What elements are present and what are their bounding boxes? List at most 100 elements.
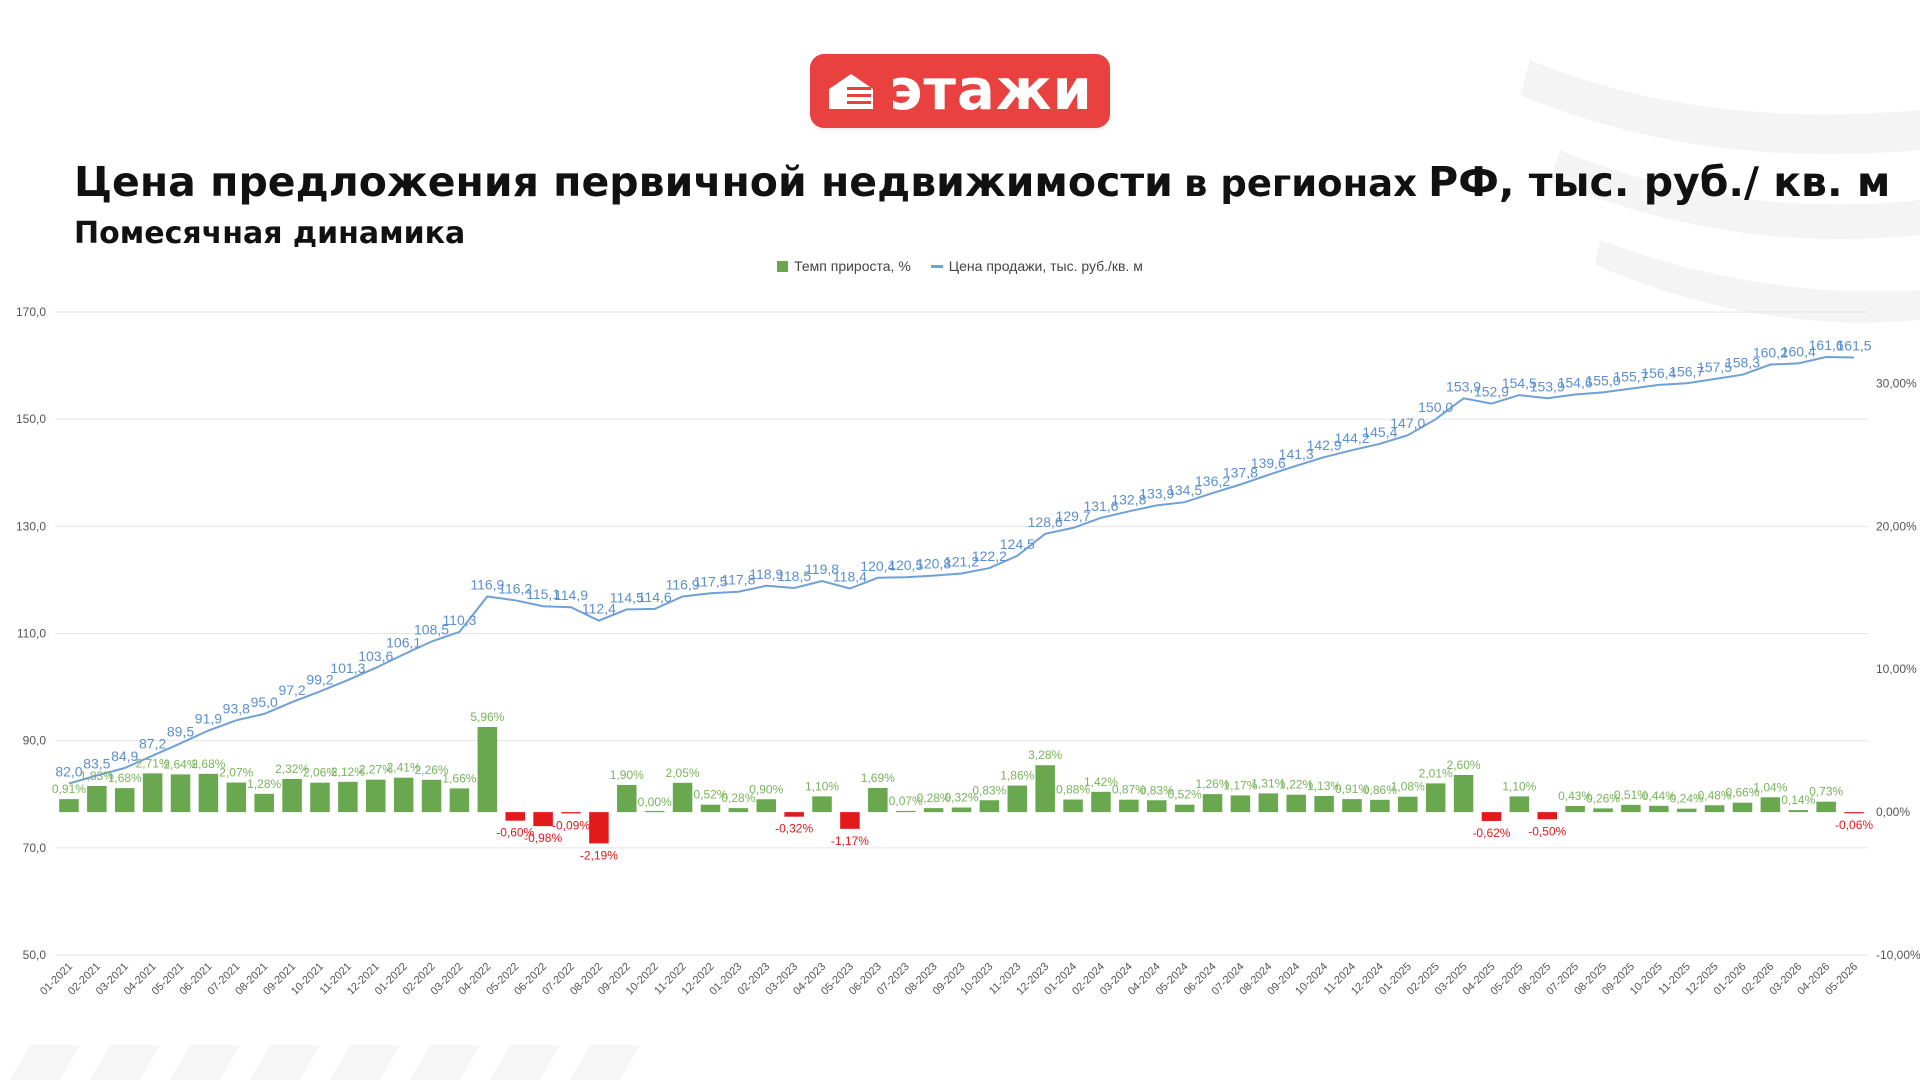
growth-data-label: 2,60% (1447, 758, 1481, 772)
growth-bar (1174, 804, 1195, 813)
left-axis-tick: 110,0 (17, 627, 46, 641)
growth-bar (226, 782, 247, 813)
growth-data-label: 1,83% (80, 769, 114, 783)
growth-bar (1258, 793, 1279, 813)
growth-bar (1119, 799, 1139, 813)
growth-data-label: 3,28% (1028, 748, 1062, 762)
growth-data-label: 1,17% (1223, 778, 1257, 792)
left-axis-tick: 50,0 (23, 948, 47, 962)
price-data-label: 117,8 (721, 572, 755, 588)
legend-swatch-growth (777, 260, 789, 272)
growth-bar (1509, 796, 1530, 813)
price-data-label: 83,5 (83, 755, 110, 771)
price-data-label: 116,2 (498, 580, 532, 596)
price-data-label: 101,3 (330, 660, 365, 676)
growth-data-label: 0,43% (1558, 789, 1592, 803)
growth-data-label: 2,41% (387, 761, 421, 775)
growth-bar (868, 787, 888, 813)
price-data-label: 110,3 (442, 612, 476, 628)
price-data-label: 142,9 (1307, 437, 1342, 453)
growth-bar (895, 810, 916, 813)
price-data-label: 160,4 (1781, 343, 1816, 359)
growth-data-label: 0,83% (972, 783, 1006, 797)
price-data-label: 121,2 (944, 553, 979, 569)
growth-data-label: 1,04% (1753, 780, 1787, 794)
growth-bar (589, 812, 609, 844)
price-data-label: 103,6 (358, 648, 393, 664)
building-icon (829, 74, 874, 109)
growth-bar (1816, 801, 1836, 813)
growth-bar (700, 804, 721, 813)
growth-bar (1481, 812, 1502, 821)
growth-bar (1453, 774, 1474, 813)
growth-bar (951, 807, 972, 813)
price-data-label: 117,5 (693, 573, 727, 589)
right-axis-tick: 30,00% (1876, 376, 1917, 390)
growth-data-label: 1,08% (1391, 780, 1425, 794)
growth-bar (784, 812, 804, 817)
price-data-label: 133,9 (1139, 485, 1174, 501)
price-data-label: 91,9 (195, 710, 222, 726)
price-data-label: 108,5 (414, 622, 449, 638)
growth-bar (1146, 800, 1167, 813)
price-data-label: 155,0 (1585, 372, 1620, 388)
growth-bar (1844, 812, 1864, 814)
price-data-label: 141,3 (1279, 446, 1314, 462)
growth-bar (1202, 794, 1223, 813)
page-title: Цена предложения первичной недвижимости … (74, 159, 1890, 205)
left-axis-tick: 90,0 (23, 734, 47, 748)
chart-legend: Темп прироста, % Цена продажи, тыс. руб.… (0, 258, 1920, 274)
price-data-label: 154,6 (1558, 375, 1593, 391)
growth-data-label: -0,62% (1472, 826, 1510, 840)
growth-data-label: 2,64% (163, 757, 197, 771)
right-axis-tick: 10,00% (1876, 662, 1917, 676)
price-data-label: 116,9 (666, 577, 700, 593)
price-data-label: 124,5 (1000, 536, 1035, 552)
growth-bar (1398, 796, 1418, 813)
growth-data-label: 1,10% (805, 779, 839, 793)
growth-bar (1425, 783, 1446, 813)
price-data-label: 120,4 (860, 558, 895, 574)
price-data-label: 147,0 (1390, 415, 1425, 431)
price-data-label: 116,9 (470, 577, 504, 593)
growth-data-label: 1,28% (247, 777, 281, 791)
growth-data-label: -2,19% (580, 848, 618, 862)
growth-data-label: 0,73% (1809, 785, 1843, 799)
legend-item-growth: Темп прироста, % (777, 258, 911, 274)
legend-label-growth: Темп прироста, % (794, 258, 911, 274)
price-data-label: 119,8 (805, 561, 839, 577)
price-data-label: 95,0 (251, 694, 278, 710)
growth-data-label: 0,51% (1614, 788, 1648, 802)
left-axis-tick: 70,0 (23, 841, 47, 855)
growth-bar (1537, 812, 1558, 820)
title-part-2: в регионах (1184, 162, 1417, 205)
growth-data-label: 0,87% (1112, 783, 1146, 797)
growth-data-label: 1,22% (1279, 778, 1313, 792)
price-data-label: 132,8 (1111, 491, 1146, 507)
growth-data-label: 2,68% (191, 757, 225, 771)
growth-bar (1593, 808, 1613, 813)
growth-bar (1788, 810, 1809, 813)
growth-bar (170, 774, 191, 813)
price-data-label: 161,6 (1809, 337, 1844, 353)
growth-bar (59, 799, 79, 813)
price-data-label: 106,1 (386, 634, 421, 650)
growth-bar (1760, 797, 1781, 813)
price-data-label: 114,6 (638, 589, 672, 605)
growth-data-label: 1,90% (610, 768, 644, 782)
growth-data-label: 0,48% (1698, 788, 1732, 802)
page-subtitle: Помесячная динамика (74, 216, 466, 251)
growth-data-label: 2,07% (219, 766, 253, 780)
growth-bar (728, 808, 749, 813)
price-data-label: 158,3 (1725, 355, 1760, 371)
price-data-label: 93,8 (223, 700, 250, 716)
growth-data-label: 0,91% (1335, 782, 1369, 796)
growth-bar (840, 812, 860, 829)
growth-data-label: -0,60% (496, 826, 534, 840)
growth-data-label: 2,06% (303, 766, 337, 780)
left-axis-tick: 170,0 (16, 305, 46, 319)
growth-data-label: 0,44% (1642, 789, 1676, 803)
growth-bar (142, 773, 163, 813)
growth-data-label: 2,32% (275, 762, 309, 776)
growth-bar (338, 781, 358, 813)
